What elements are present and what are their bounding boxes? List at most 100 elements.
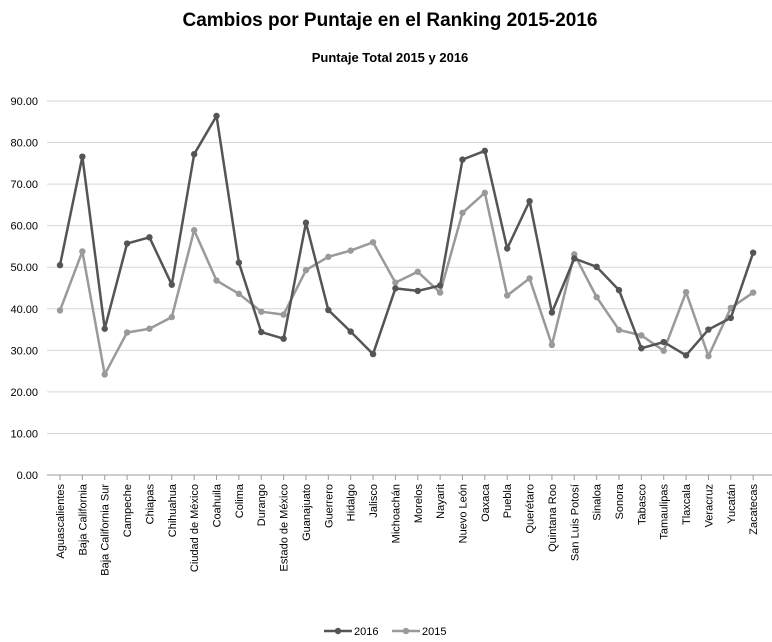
x-tick-label: Chihuahua [167,483,179,537]
data-point [79,153,86,160]
y-axis-ticks: 0.00 10.00 20.00 30.00 40.00 50.00 60.00 70.00 8… [10,96,38,482]
y-tick-label: 80.00 [10,138,38,150]
data-point [638,345,645,352]
legend-label: 2015 [422,626,446,638]
x-tick-label: Chiapas [144,484,156,525]
data-point [101,371,108,378]
x-tick-label: Jalisco [368,484,380,518]
x-tick-label: Yucatán [726,484,738,524]
data-point [101,325,108,332]
y-tick-label: 50.00 [10,262,38,274]
series-group [56,112,757,378]
series-2015 [56,189,757,378]
y-tick-label: 60.00 [10,221,38,233]
x-tick-label: Ciudad de México [189,484,201,572]
data-point [660,347,667,354]
data-point [325,253,332,261]
x-tick-label: Aguascalientes [55,484,67,559]
legend-swatch-marker [334,627,342,635]
gridlines [47,100,772,476]
data-point [235,259,243,266]
data-point [615,286,623,294]
data-point [56,261,64,269]
data-point [749,289,757,296]
x-tick-label: Veracruz [703,484,715,527]
x-tick-label: Baja California Sur [100,484,112,576]
x-tick-label: Michoachán [390,484,402,543]
data-point [436,282,444,289]
data-point [526,275,533,282]
data-point [123,240,131,247]
data-point [146,325,153,332]
data-point [705,352,712,360]
data-point [571,255,578,262]
x-tick-label: Baja California [77,483,89,555]
data-point [302,266,310,274]
data-point [190,227,198,234]
x-tick-label: Tabasco [636,484,648,525]
x-tick-label: Durango [256,484,268,526]
x-axis-ticks: Aguascalientes Baja California Baja Califo… [55,475,760,576]
data-point [548,309,556,316]
data-point [190,150,198,158]
data-point [593,293,600,301]
x-tick-label: Oaxaca [480,483,492,522]
x-tick-label: Tlaxcala [681,483,693,525]
x-tick-label: Sinaloa [592,483,604,521]
data-point [302,219,310,226]
legend-swatch-marker [402,627,410,635]
data-point [682,288,690,296]
data-point [392,285,399,292]
x-tick-label: Puebla [502,483,514,518]
data-point [749,249,757,256]
chart-title: Cambios por Puntaje en el Ranking 2015-2… [183,10,598,31]
data-point [56,307,64,314]
x-tick-label: Quintana Roo [547,484,559,552]
x-tick-label: Zacatecas [748,484,760,535]
legend-item-2015: 2015 [392,626,446,638]
x-tick-label: Nayarit [435,484,447,519]
x-tick-label: Colima [234,483,246,518]
data-point [369,239,377,246]
data-point [593,263,600,271]
data-point [280,335,287,342]
y-tick-label: 0.00 [17,470,38,482]
x-tick-label: Sonora [614,483,626,519]
data-point [347,328,354,335]
x-tick-label: Morelos [413,484,425,524]
y-tick-label: 30.00 [10,345,38,357]
y-tick-label: 10.00 [10,428,38,440]
data-point [280,311,287,318]
series-line-2016 [58,114,755,357]
data-point [258,328,265,336]
data-point [504,245,511,252]
x-tick-label: Nuevo León [457,484,469,543]
data-point [369,350,377,358]
data-point [526,197,533,205]
chart-subtitle: Puntaje Total 2015 y 2016 [312,50,469,65]
data-point [235,290,243,298]
data-point [682,352,690,359]
data-point [347,247,354,254]
data-point [168,313,175,321]
data-point [414,268,421,275]
data-point [705,326,712,333]
x-tick-label: Querétaro [525,484,537,534]
data-point [79,248,86,255]
x-tick-label: Tamaulipas [659,484,671,540]
data-point [481,189,489,197]
legend: 2016 2015 [324,626,446,638]
y-tick-label: 90.00 [10,96,38,108]
y-tick-label: 70.00 [10,179,38,191]
data-point [459,156,466,163]
data-point [392,279,399,286]
data-point [459,209,466,216]
x-tick-label: Estado de México [279,484,291,571]
data-point [548,341,556,349]
x-tick-label: Coahuila [212,483,224,527]
data-point [146,234,153,241]
x-tick-label: San Luis Potosí [569,484,581,561]
data-point [727,314,734,322]
x-tick-label: Campeche [122,484,134,537]
